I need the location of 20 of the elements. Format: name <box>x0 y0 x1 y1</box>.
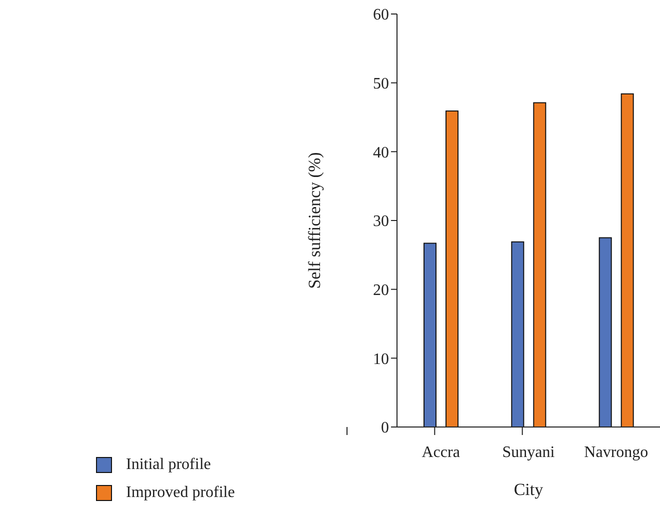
x-tick-label: Navrongo <box>584 444 648 461</box>
x-tick-label: Sunyani <box>502 444 556 461</box>
y-tick-label: 10 <box>373 350 389 368</box>
bar <box>598 237 612 427</box>
bar <box>620 93 634 427</box>
y-tick-label: 60 <box>373 6 389 24</box>
y-tick-label: 0 <box>381 420 389 437</box>
y-tick-label: 20 <box>373 282 389 300</box>
bar <box>424 242 436 427</box>
bar <box>511 241 524 427</box>
bar <box>446 110 458 427</box>
bar <box>533 102 546 427</box>
x-tick-label: Accra <box>422 444 460 461</box>
legend-label: Initial profile <box>126 456 211 474</box>
y-tick-label: 50 <box>373 76 389 93</box>
y-tick-label: 40 <box>373 144 389 162</box>
x-axis-title: City <box>514 480 544 499</box>
y-axis-title: Self sufficiency (%) <box>305 152 324 289</box>
legend-label: Improved profile <box>126 484 235 502</box>
y-tick-label: 30 <box>373 213 389 230</box>
